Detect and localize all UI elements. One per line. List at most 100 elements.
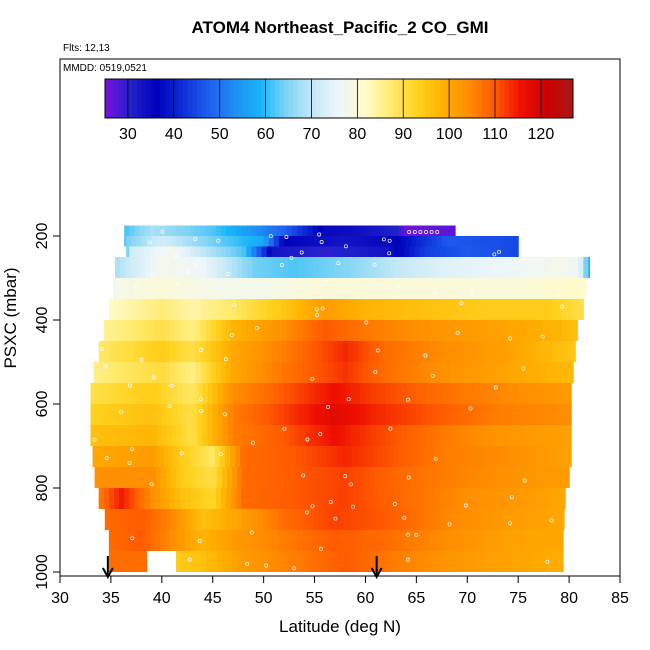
heatmap-cell	[360, 383, 367, 404]
heatmap-cell	[501, 467, 508, 488]
heatmap-cell	[401, 425, 407, 446]
heatmap-cell	[414, 320, 421, 341]
heatmap-cell	[303, 257, 310, 278]
heatmap-cell	[292, 362, 298, 383]
heatmap-cell	[495, 362, 502, 383]
heatmap-cell	[581, 278, 586, 299]
heatmap-cell	[367, 278, 374, 299]
colorbar-segment	[233, 79, 239, 118]
heatmap-cell	[243, 383, 249, 404]
heatmap-cell	[130, 257, 136, 278]
colorbar-segment	[453, 79, 459, 118]
heatmap-cell	[490, 320, 497, 341]
heatmap-cell	[588, 257, 591, 278]
colorbar-segment	[508, 79, 514, 118]
sample-marker	[328, 499, 333, 504]
heatmap-cell	[535, 278, 542, 299]
heatmap-cell	[552, 509, 559, 530]
heatmap-cell	[405, 467, 411, 488]
heatmap-cell	[364, 257, 371, 278]
heatmap-cell	[329, 404, 336, 425]
heatmap-cell	[170, 257, 177, 278]
heatmap-cell	[508, 383, 514, 404]
heatmap-cell	[372, 446, 379, 467]
heatmap-cell	[278, 425, 285, 446]
heatmap-cell	[353, 530, 359, 551]
heatmap-cell	[294, 383, 300, 404]
heatmap-cell	[370, 404, 377, 425]
heatmap-cell	[297, 530, 303, 551]
heatmap-cell	[134, 299, 141, 320]
heatmap-cell	[475, 362, 482, 383]
heatmap-cell	[113, 488, 120, 509]
heatmap-row	[90, 404, 572, 425]
colorbar-segment	[306, 79, 312, 118]
heatmap-cell	[141, 404, 148, 425]
heatmap-cell	[215, 530, 222, 551]
heatmap-cell	[312, 530, 319, 551]
colorbar-segment	[343, 79, 349, 118]
heatmap-cell	[552, 257, 559, 278]
heatmap-cell	[354, 509, 360, 530]
heatmap-cell	[225, 320, 232, 341]
heatmap-cell	[307, 299, 314, 320]
heatmap-cell	[528, 425, 535, 446]
heatmap-cell	[558, 404, 565, 425]
heatmap-cell	[131, 404, 137, 425]
heatmap-cell	[190, 488, 197, 509]
heatmap-cell	[466, 257, 472, 278]
heatmap-cell	[174, 278, 180, 299]
heatmap-cell	[266, 488, 273, 509]
heatmap-cell	[236, 341, 242, 362]
heatmap-cell	[485, 362, 492, 383]
heatmap-cell	[216, 551, 223, 572]
heatmap-cell	[241, 299, 247, 320]
heatmap-cell	[332, 299, 339, 320]
heatmap-cell	[187, 425, 193, 446]
heatmap-cell	[531, 299, 538, 320]
heatmap-cell	[479, 278, 486, 299]
heatmap-cell	[277, 257, 284, 278]
heatmap-cell	[404, 341, 410, 362]
heatmap-cell	[568, 467, 570, 488]
heatmap-cell	[523, 404, 529, 425]
heatmap-cell	[277, 551, 284, 572]
heatmap-cell	[211, 257, 218, 278]
heatmap-cell	[287, 488, 293, 509]
heatmap-cell	[344, 509, 350, 530]
heatmap-cell	[377, 278, 384, 299]
heatmap-cell	[439, 488, 446, 509]
heatmap-cell	[168, 278, 175, 299]
heatmap-cell	[186, 551, 192, 572]
colorbar-segment	[173, 79, 179, 118]
colorbar-segment	[384, 79, 390, 118]
heatmap-cell	[134, 530, 141, 551]
heatmap-cell	[500, 362, 507, 383]
heatmap-cell	[518, 404, 524, 425]
heatmap-cell	[212, 425, 219, 446]
heatmap-cell	[429, 488, 436, 509]
heatmap-cell	[430, 551, 437, 572]
heatmap-cell	[444, 488, 451, 509]
heatmap-cell	[322, 299, 329, 320]
sample-marker	[193, 263, 198, 268]
heatmap-cell	[533, 404, 540, 425]
heatmap-cell	[475, 341, 482, 362]
heatmap-cell	[423, 278, 430, 299]
heatmap-cell	[225, 530, 232, 551]
colorbar-segment	[449, 79, 455, 118]
heatmap-cell	[105, 404, 112, 425]
heatmap-cell	[338, 257, 345, 278]
heatmap-cells	[90, 225, 591, 572]
heatmap-cell	[323, 467, 330, 488]
heatmap-cell	[489, 446, 496, 467]
heatmap-cell	[465, 362, 471, 383]
heatmap-cell	[318, 509, 325, 530]
heatmap-cell	[476, 257, 483, 278]
heatmap-cell	[103, 362, 110, 383]
heatmap-cell	[546, 341, 553, 362]
heatmap-cell	[561, 488, 566, 509]
heatmap-cell	[485, 320, 492, 341]
x-axis: 30 35 40 45 50 55 60 65 70 75 80 85	[51, 576, 629, 607]
heatmap-cell	[216, 257, 223, 278]
